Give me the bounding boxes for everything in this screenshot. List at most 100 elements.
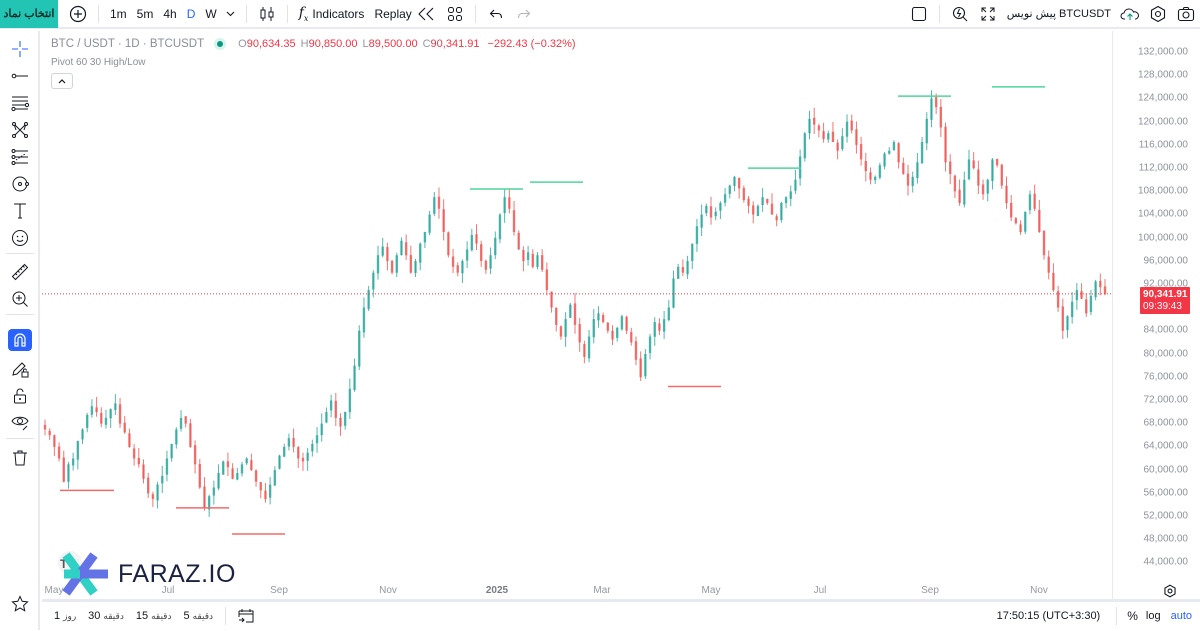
- range-unit: دقیقه: [192, 611, 214, 621]
- magnet-icon: [14, 333, 26, 347]
- time-tick: Jul: [161, 585, 175, 596]
- forecast-tool[interactable]: [6, 145, 34, 169]
- chart-pane[interactable]: BTC / USDT · 1D · BTCUSDT O 90,634.35 H 90…: [42, 31, 1112, 599]
- price-tick: 128,000.00: [1137, 69, 1188, 81]
- percent-toggle[interactable]: %: [1127, 609, 1138, 623]
- interval-4h[interactable]: 4h: [163, 6, 177, 21]
- collapse-legend-button[interactable]: [51, 73, 73, 89]
- screenshot-button[interactable]: [1172, 0, 1200, 28]
- chart-legend: BTC / USDT · 1D · BTCUSDT O 90,634.35 H 90…: [51, 38, 581, 50]
- trendline-tool[interactable]: [6, 64, 34, 88]
- price-tick: 84,000.00: [1143, 324, 1189, 336]
- favorites-tool[interactable]: [6, 592, 34, 616]
- crosshair-tool[interactable]: [6, 37, 34, 61]
- forecast-icon: [11, 149, 28, 165]
- remove-drawings[interactable]: [6, 446, 34, 470]
- change-value: −292.43 (−0.32%): [487, 38, 576, 50]
- text-tool[interactable]: [6, 199, 34, 223]
- layouts-button[interactable]: [441, 0, 469, 28]
- range-unit: روز: [63, 611, 77, 621]
- price-chart[interactable]: [42, 31, 1112, 599]
- interval-W[interactable]: W: [205, 6, 217, 21]
- price-tick: 112,000.00: [1138, 162, 1188, 174]
- trendline-icon: [11, 73, 28, 79]
- indicator-label[interactable]: Pivot 60 30 High/Low: [51, 57, 146, 68]
- hide-drawings[interactable]: [6, 410, 34, 434]
- zoom-in-icon: [12, 291, 28, 307]
- price-scale[interactable]: 90,341.91 09:39:43 132,000.00 128,000.00 1…: [1112, 31, 1200, 599]
- time-tick: Jul: [813, 585, 827, 596]
- measure-tool[interactable]: [6, 260, 34, 284]
- goto-date-button[interactable]: [232, 602, 260, 631]
- bar-countdown: 09:39:43: [1143, 301, 1182, 312]
- crosshair-icon: [12, 41, 28, 57]
- magnet-tool[interactable]: [8, 329, 32, 351]
- price-tick: 92,000.00: [1143, 278, 1189, 290]
- price-tick: 48,000.00: [1143, 533, 1189, 545]
- gear-icon: [1164, 584, 1176, 598]
- brush-tool[interactable]: [6, 172, 34, 196]
- time-tick: Mar: [593, 585, 611, 596]
- preview-label: پیش نویس: [1006, 8, 1057, 20]
- range-button[interactable]: دقیقه 30: [82, 610, 130, 622]
- pattern-tool[interactable]: [6, 118, 34, 142]
- price-tick: 96,000.00: [1143, 255, 1189, 267]
- price-tick: 116,000.00: [1138, 139, 1188, 151]
- price-scale-settings-button[interactable]: [1163, 584, 1177, 603]
- range-button[interactable]: روز 1: [48, 610, 82, 622]
- stay-in-drawing-mode[interactable]: [6, 357, 34, 381]
- lightning-search-icon: [952, 6, 968, 21]
- chart-type-button[interactable]: [253, 0, 281, 28]
- range-unit: دقیقه: [103, 611, 124, 621]
- price-tick: 60,000.00: [1143, 464, 1189, 476]
- divider: [286, 4, 288, 23]
- replay-label: Replay: [374, 6, 412, 21]
- save-cloud-button[interactable]: [1116, 0, 1144, 28]
- divider: [474, 4, 476, 23]
- interval-1m[interactable]: 1m: [110, 6, 127, 21]
- low-value: 89,500.00: [368, 38, 418, 50]
- range-button[interactable]: دقیقه 15: [130, 610, 178, 622]
- interval-5m[interactable]: 5m: [136, 6, 154, 21]
- lock-drawings[interactable]: [6, 384, 34, 408]
- fib-tool[interactable]: [6, 91, 34, 115]
- undo-button[interactable]: [482, 0, 510, 28]
- price-tick: 124,000.00: [1137, 92, 1188, 104]
- emoji-tool[interactable]: [6, 226, 34, 250]
- settings-button[interactable]: [1144, 0, 1172, 28]
- log-toggle[interactable]: log: [1145, 610, 1161, 622]
- range-button[interactable]: دقیقه 5: [177, 610, 219, 622]
- ruler-icon: [11, 263, 29, 281]
- symbol-label: پیش نویس BTCUSDT: [1002, 0, 1116, 28]
- add-symbol-button[interactable]: [64, 0, 92, 28]
- auto-toggle[interactable]: auto: [1170, 610, 1192, 622]
- quick-search-button[interactable]: [946, 0, 974, 28]
- watermark-logo: TV FARAZ.IO: [50, 549, 236, 599]
- star-icon: [11, 595, 29, 612]
- indicators-button[interactable]: fx Indicators: [294, 0, 370, 28]
- symbol-search-button[interactable]: انتخاب نماد: [0, 0, 58, 28]
- symbol-title: BTC / USDT · 1D · BTCUSDT: [51, 38, 205, 50]
- xabcd-pattern-icon: [12, 122, 28, 138]
- clock[interactable]: 17:50:15 (UTC+3:30): [996, 610, 1101, 622]
- bottom-toolbar: دقیقه 5 دقیقه 15 دقیقه 30 روز 1 17:50:15 (UTC+3…: [42, 599, 1200, 630]
- pencil-lock-icon: [12, 362, 29, 378]
- replay-button[interactable]: Replay: [369, 0, 440, 28]
- fullscreen-select-button[interactable]: [905, 0, 933, 28]
- interval-D[interactable]: D: [186, 6, 196, 21]
- eye-icon: [11, 416, 29, 431]
- time-tick: May: [44, 585, 64, 596]
- plus-circle-icon: [69, 5, 87, 22]
- high-key: H: [300, 38, 309, 50]
- redo-button[interactable]: [510, 0, 538, 28]
- time-tick: Sep: [921, 585, 939, 596]
- zoom-in-tool[interactable]: [6, 287, 34, 311]
- current-price: 90,341.91: [1143, 289, 1188, 300]
- camera-icon: [1177, 6, 1195, 21]
- price-tick: 76,000.00: [1143, 371, 1189, 383]
- interval-dropdown[interactable]: [222, 0, 240, 28]
- price-tick: 68,000.00: [1143, 417, 1189, 429]
- fullscreen-button[interactable]: [974, 0, 1002, 28]
- symbol-name: BTCUSDT: [1059, 7, 1111, 20]
- unlock-icon: [14, 388, 26, 404]
